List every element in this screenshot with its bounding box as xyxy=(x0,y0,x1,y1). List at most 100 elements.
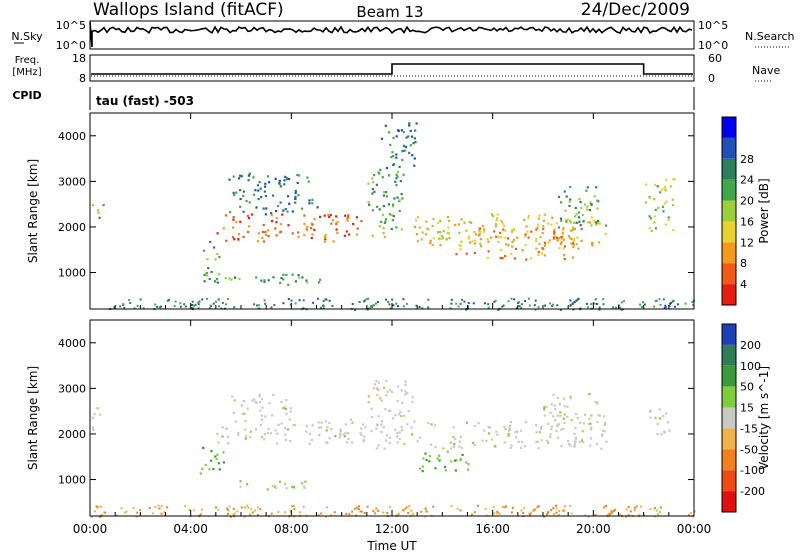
colorbar-tick-label: 200 xyxy=(740,339,761,352)
echo-cell xyxy=(297,274,300,277)
power-y-axis: 1000 2000 3000 4000 xyxy=(58,130,694,280)
echo-cell xyxy=(213,246,216,249)
echo-cell xyxy=(448,236,451,239)
echo-cell xyxy=(555,237,558,240)
echo-cell xyxy=(398,437,401,440)
echo-cell xyxy=(658,408,661,411)
echo-cell xyxy=(317,514,320,517)
echo-cell xyxy=(279,185,282,188)
echo-cell xyxy=(400,425,403,428)
echo-cell xyxy=(91,204,94,207)
echo-cell xyxy=(132,506,135,509)
echo-cell xyxy=(580,227,583,231)
echo-cell xyxy=(467,235,471,238)
echo-cell xyxy=(157,504,160,507)
echo-cell xyxy=(275,221,278,224)
echo-cell xyxy=(556,396,559,399)
echo-cell xyxy=(578,220,581,223)
echo-cell xyxy=(410,135,414,138)
echo-cell xyxy=(414,129,417,132)
echo-cell xyxy=(458,244,461,247)
echo-cell xyxy=(215,506,217,509)
echo-cell xyxy=(611,511,613,514)
echo-cell xyxy=(574,441,577,444)
echo-cell xyxy=(205,271,208,275)
echo-cell xyxy=(278,181,281,184)
echo-cell xyxy=(569,299,572,302)
colorbar-segment xyxy=(722,407,736,429)
echo-cell xyxy=(160,505,163,507)
echo-cell xyxy=(572,243,575,246)
echo-cell xyxy=(272,276,275,279)
echo-cell xyxy=(357,505,360,508)
echo-cell xyxy=(385,434,388,437)
echo-cell xyxy=(656,433,659,436)
echo-cell xyxy=(330,222,333,225)
echo-cell xyxy=(666,421,669,424)
echo-cell xyxy=(396,170,399,174)
echo-cell xyxy=(225,303,227,306)
y-tick-label: 2000 xyxy=(58,221,86,234)
echo-cell xyxy=(387,174,391,177)
echo-cell xyxy=(487,240,490,243)
echo-cell xyxy=(258,393,261,396)
echo-cell xyxy=(427,306,430,309)
echo-cell xyxy=(534,308,537,311)
echo-cell xyxy=(98,216,101,219)
echo-cell xyxy=(242,235,245,238)
echo-cell xyxy=(455,253,458,256)
echo-cell xyxy=(385,394,388,397)
nsearch-tick-bottom: 10^0 xyxy=(698,39,728,52)
echo-cell xyxy=(577,211,581,214)
echo-cell xyxy=(595,186,598,189)
echo-cell xyxy=(405,136,408,139)
echo-cell xyxy=(305,228,308,231)
echo-cell xyxy=(461,298,463,301)
echo-cell xyxy=(391,219,394,222)
echo-cell xyxy=(273,485,276,488)
echo-cell xyxy=(649,409,652,412)
echo-cell xyxy=(264,302,267,305)
echo-cell xyxy=(190,307,193,309)
echo-cell xyxy=(519,429,523,432)
echo-cell xyxy=(228,277,231,280)
echo-cell xyxy=(282,278,285,281)
echo-cell xyxy=(366,308,369,311)
echo-cell xyxy=(569,444,572,447)
nsearch-label: N.Search xyxy=(745,30,795,43)
echo-cell xyxy=(576,236,579,239)
echo-cell xyxy=(354,308,356,311)
echo-cell xyxy=(377,381,380,384)
echo-cell xyxy=(266,488,269,491)
echo-cell xyxy=(567,235,570,238)
echo-cell xyxy=(649,196,652,199)
echo-cell xyxy=(364,299,366,302)
colorbar-tick-label: 24 xyxy=(740,174,754,187)
echo-cell xyxy=(602,429,605,432)
echo-cell xyxy=(385,298,387,301)
echo-cell xyxy=(385,379,388,383)
echo-cell xyxy=(257,304,260,307)
echo-cell xyxy=(284,426,287,429)
echo-cell xyxy=(672,299,675,302)
echo-cell xyxy=(237,232,241,236)
echo-cell xyxy=(305,425,309,428)
echo-cell xyxy=(324,420,328,423)
echo-cell xyxy=(588,221,592,224)
echo-cell xyxy=(360,434,363,437)
echo-cell xyxy=(535,431,538,434)
echo-cell xyxy=(318,433,321,437)
echo-cell xyxy=(557,513,560,516)
echo-cell xyxy=(203,273,206,276)
echo-cell xyxy=(388,213,391,216)
echo-cell xyxy=(392,304,395,307)
echo-cell xyxy=(284,433,287,436)
colorbar-segment xyxy=(722,263,736,285)
echo-cell xyxy=(317,421,320,424)
echo-cell xyxy=(459,457,462,461)
echo-cell xyxy=(330,428,333,431)
colorbar-tick-label: 4 xyxy=(740,278,747,291)
echo-cell xyxy=(605,224,608,227)
echo-cell xyxy=(504,255,507,258)
echo-cell xyxy=(461,453,464,456)
